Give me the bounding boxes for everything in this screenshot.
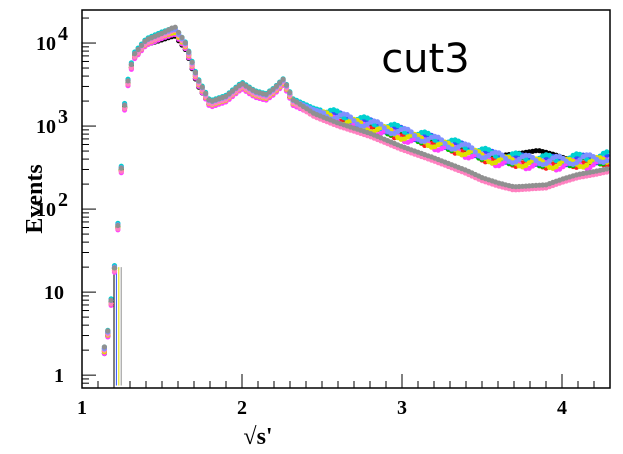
data-point <box>381 125 387 131</box>
data-point <box>604 166 610 172</box>
data-point <box>455 138 461 144</box>
data-point <box>270 86 276 92</box>
data-point <box>108 297 114 303</box>
data-point <box>462 145 468 151</box>
data-point <box>179 34 185 41</box>
data-point <box>321 110 327 116</box>
data-point <box>283 82 290 88</box>
data-point <box>115 222 121 229</box>
data-point <box>347 114 354 120</box>
data-point <box>469 145 475 151</box>
data-point <box>499 152 505 158</box>
data-point <box>584 162 590 168</box>
data-point <box>533 158 539 164</box>
data-point <box>192 69 198 75</box>
data-point <box>196 78 202 84</box>
data-point <box>604 149 610 155</box>
data-point <box>182 40 188 46</box>
data-point <box>587 159 593 165</box>
data-point <box>472 149 478 155</box>
data-point <box>138 42 145 49</box>
data-point <box>111 265 118 271</box>
data-point <box>128 61 134 67</box>
y-tick-exponent: 4 <box>58 23 68 45</box>
y-tick-label: 10 <box>36 116 56 138</box>
x-tick-label: 4 <box>557 397 567 419</box>
data-point <box>277 80 283 86</box>
data-point <box>553 164 559 170</box>
data-point <box>199 84 205 90</box>
y-tick-label: 1 <box>54 365 64 387</box>
y-tick-label: 10 <box>36 33 56 55</box>
data-point <box>395 122 401 129</box>
data-point <box>604 158 610 164</box>
data-point <box>135 46 141 53</box>
x-tick-label: 1 <box>77 397 87 419</box>
data-point <box>577 157 583 163</box>
y-tick-label: 10 <box>36 199 56 221</box>
data-point <box>105 328 111 334</box>
y-axis-title: Events <box>22 164 48 233</box>
data-point <box>573 160 580 166</box>
x-tick-label: 3 <box>397 397 407 419</box>
y-tick-exponent: 2 <box>58 189 68 211</box>
data-point <box>280 76 286 82</box>
data-point <box>412 133 418 139</box>
data-point <box>122 102 128 108</box>
chart-annotation: cut3 <box>381 36 469 82</box>
data-point <box>503 155 509 161</box>
y-tick-label: 10 <box>44 282 64 304</box>
data-point <box>530 154 536 161</box>
data-point <box>287 89 293 96</box>
data-point <box>132 51 138 57</box>
data-point <box>560 164 566 170</box>
data-point <box>172 24 178 30</box>
data-point <box>125 78 131 84</box>
y-tick-exponent: 3 <box>58 106 68 128</box>
data-point <box>186 49 192 55</box>
x-tick-label: 2 <box>237 397 247 419</box>
data-point <box>189 59 195 65</box>
data-point <box>176 29 182 35</box>
data-point <box>408 129 414 135</box>
data-point <box>101 344 107 350</box>
data-point <box>439 137 445 143</box>
x-axis-title: √s' <box>243 424 272 450</box>
data-point <box>378 121 384 127</box>
data-points <box>101 24 610 386</box>
data-point <box>442 140 448 147</box>
data-point <box>203 90 209 96</box>
plot-frame <box>81 9 611 389</box>
data-point <box>118 165 124 171</box>
data-point <box>351 118 357 124</box>
data-point <box>425 130 431 136</box>
data-point <box>273 83 279 89</box>
x-axis: 1 2 3 4 <box>77 374 611 419</box>
